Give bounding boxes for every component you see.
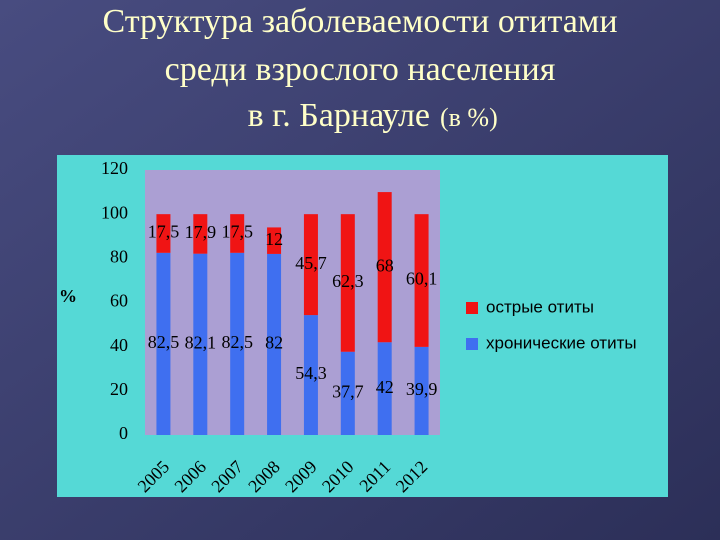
bar-segment [377,192,392,343]
value-label: 42 [376,377,394,397]
value-label: 39,9 [406,379,438,399]
value-label: 37,7 [332,381,364,401]
bar-segment [156,252,171,435]
plot-area [145,170,440,435]
value-label: 82,1 [185,332,217,352]
y-tick-label: 20 [110,379,128,399]
subtitle: (в %) [440,103,498,132]
y-tick-label: 120 [101,158,128,178]
bar-segment [414,346,429,435]
legend-swatch [466,338,478,350]
bar-segment [414,214,429,347]
value-label: 82,5 [148,332,180,352]
bar-segment [230,214,245,253]
value-label: 60,1 [406,269,438,289]
y-axis-label: % [59,286,77,306]
value-label: 17,9 [185,222,217,242]
title-line: в г. Барнауле [248,97,430,134]
title-line: Структура заболеваемости отитами [102,3,617,40]
value-label: 45,7 [295,253,327,273]
y-tick-label: 100 [101,202,128,222]
value-label: 82 [265,333,283,353]
bar-segment [267,227,282,254]
bar-segment [267,253,282,435]
bar-segment [230,252,245,435]
y-tick-label: 60 [110,291,128,311]
value-label: 62,3 [332,271,364,291]
bar-segment [340,214,355,352]
legend-label: острые отиты [486,297,594,316]
bar-segment [340,351,355,435]
bar-segment [303,214,318,316]
bar-segment [303,315,318,435]
bar-segment [377,342,392,435]
value-label: 82,5 [221,332,253,352]
y-tick-label: 40 [110,335,128,355]
value-label: 17,5 [221,222,253,242]
value-label: 54,3 [295,363,327,383]
value-label: 12 [265,229,283,249]
bar-segment [193,253,208,435]
value-label: 68 [376,255,394,275]
bar-segment [193,214,208,254]
y-tick-label: 0 [119,423,128,443]
title-line: среди взрослого населения [165,51,556,88]
y-tick-label: 80 [110,246,128,266]
legend-label: хронические отиты [486,333,637,352]
value-label: 17,5 [148,222,180,242]
legend-swatch [466,302,478,314]
bar-segment [156,214,171,253]
